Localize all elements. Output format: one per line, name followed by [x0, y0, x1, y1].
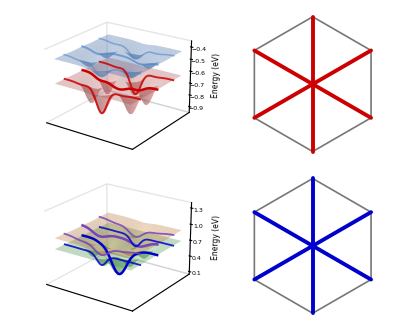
Polygon shape — [254, 17, 371, 151]
Polygon shape — [254, 179, 371, 313]
